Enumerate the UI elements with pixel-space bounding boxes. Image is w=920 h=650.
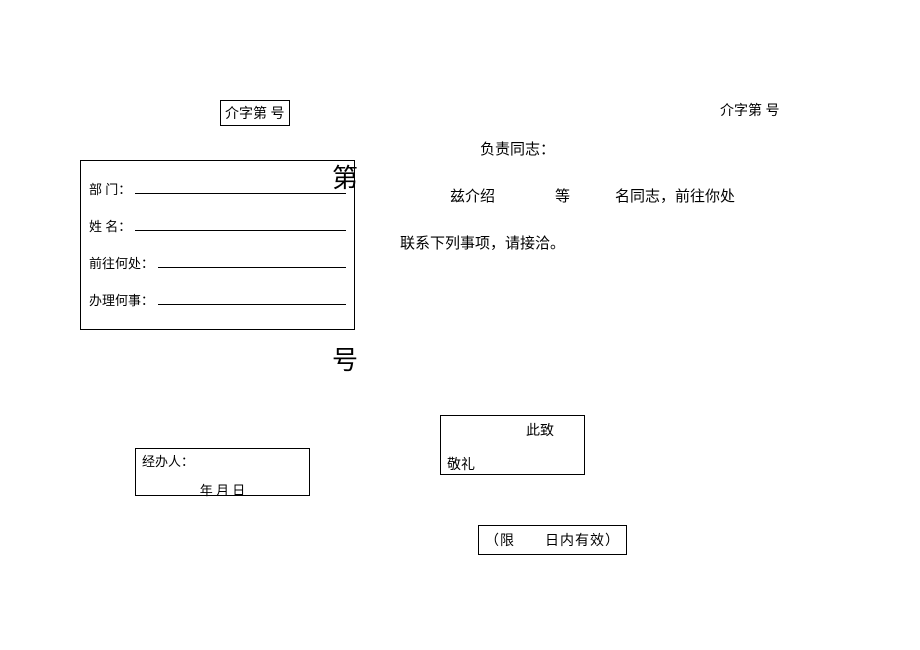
closing-line-2: 敬礼 [441,440,584,474]
closing-box: 此致 敬礼 [440,415,585,475]
handler-box: 经办人： 年 月 日 [135,448,310,496]
ref-number-right: 介字第 号 [720,100,780,120]
body-line-2: 兹介绍 等 名同志，前往你处 [420,185,735,206]
matter-label: 办理何事： [89,290,154,309]
ref-number-left: 介字第 号 [220,100,290,126]
dest-line [158,254,346,268]
dept-line [135,180,346,194]
handler-label: 经办人： [142,451,303,470]
matter-row: 办理何事： [89,290,346,309]
name-line [135,217,346,231]
name-label: 姓 名： [89,216,131,235]
dept-row: 部 门： [89,179,346,198]
body-line-3: 联系下列事项，请接洽。 [400,232,565,253]
dept-label: 部 门： [89,179,131,198]
matter-line [158,291,346,305]
name-row: 姓 名： [89,216,346,235]
body-line-1: 负责同志： [480,138,555,159]
handler-date: 年 月 日 [142,480,303,499]
dest-label: 前往何处： [89,253,154,272]
closing-line-1: 此致 [441,416,584,440]
validity-box: （限 日内有效） [478,525,627,555]
stub-form-box: 部 门： 姓 名： 前往何处： 办理何事： [80,160,355,330]
dest-row: 前往何处： [89,253,346,272]
vertical-char-hao: 号 [330,340,360,377]
